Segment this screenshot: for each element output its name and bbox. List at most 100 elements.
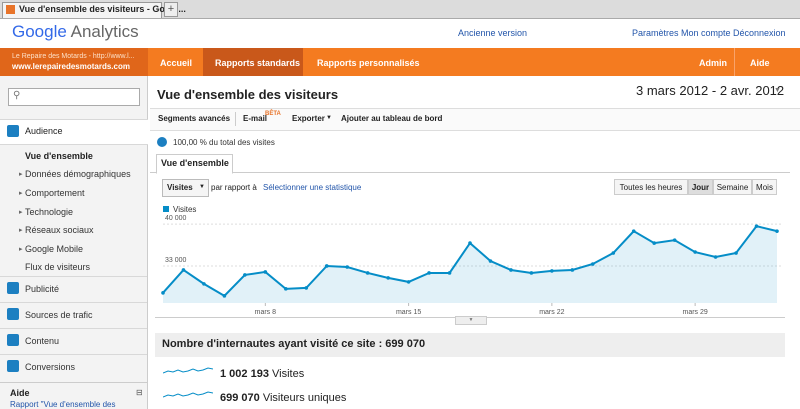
y-tick-label: 33 000 xyxy=(165,257,187,264)
point xyxy=(672,238,677,242)
sidebar-section[interactable]: Conversions xyxy=(0,354,147,380)
point xyxy=(406,280,411,284)
select-metric-link[interactable]: Sélectionner une statistique xyxy=(263,183,362,192)
x-tick-label: mars 8 xyxy=(255,309,276,316)
search-box[interactable] xyxy=(8,88,140,106)
audience-row[interactable] xyxy=(0,119,148,145)
browser-tab[interactable] xyxy=(2,2,162,18)
metric-label: Visiteurs uniques xyxy=(262,392,347,404)
point xyxy=(488,259,493,263)
help-toggle[interactable]: ⊟ xyxy=(136,388,143,397)
summary-metric: 699 070 Visiteurs uniques xyxy=(220,392,346,404)
granularity-button[interactable]: Mois xyxy=(752,179,777,195)
sidebar-section[interactable]: Contenu xyxy=(0,328,147,354)
sparkline xyxy=(163,391,213,398)
point xyxy=(529,271,534,275)
point xyxy=(181,268,186,272)
sidebar-item[interactable]: Comportement xyxy=(25,188,85,198)
nav-custom-reports[interactable]: Rapports personnalisés xyxy=(317,58,420,68)
section-label: Sources de trafic xyxy=(25,310,93,320)
section-label: Contenu xyxy=(25,336,60,346)
active-tab-bg xyxy=(203,48,303,76)
account-site: www.lerepairedesmotards.com xyxy=(12,62,130,71)
chart-resize-handle[interactable]: ▼ xyxy=(455,316,487,325)
account-name: Le Repaire des Motards - http://www.l... xyxy=(12,53,135,60)
export-arrow: ▼ xyxy=(326,115,332,121)
metric-value: 699 070 xyxy=(220,392,260,404)
date-dropdown[interactable]: ▼ xyxy=(774,87,781,94)
nav-separator xyxy=(734,48,735,76)
x-tick-label: mars 22 xyxy=(539,309,564,316)
favicon xyxy=(6,5,15,14)
settings-link[interactable]: Paramètres xyxy=(632,28,679,38)
x-tick-label: mars 15 xyxy=(396,309,421,316)
logout-link[interactable]: Déconnexion xyxy=(733,28,786,38)
point xyxy=(427,271,431,275)
toolbar-segments[interactable]: Segments avancés xyxy=(158,114,231,123)
help-divider xyxy=(0,382,147,383)
sidebar-item[interactable]: Google Mobile xyxy=(25,244,84,254)
point xyxy=(509,268,513,272)
point xyxy=(243,273,247,277)
y-tick-label: 40 000 xyxy=(165,215,187,222)
x-tick-label: mars 29 xyxy=(682,309,707,316)
point xyxy=(263,270,268,274)
date-range[interactable]: 3 mars 2012 - 2 avr. 2012 xyxy=(636,83,785,98)
new-tab[interactable]: + xyxy=(164,2,178,17)
sidebar-section[interactable]: Publicité xyxy=(0,276,147,302)
point xyxy=(775,229,779,233)
help-link[interactable]: Rapport "Vue d'ensemble des xyxy=(10,400,116,409)
expand-arrow: ▸ xyxy=(19,227,23,234)
point xyxy=(734,251,738,255)
old-version-link[interactable]: Ancienne version xyxy=(458,28,528,38)
point xyxy=(713,255,718,259)
segment-label: 100,00 % du total des visites xyxy=(173,138,275,147)
expand-arrow: ▸ xyxy=(19,209,23,216)
point xyxy=(324,264,329,268)
sidebar-item[interactable]: Technologie xyxy=(25,207,74,217)
point xyxy=(365,271,370,275)
point xyxy=(222,294,227,298)
logo: Google Analytics xyxy=(12,22,139,42)
point xyxy=(202,282,206,286)
nav-standard-reports[interactable]: Rapports standards xyxy=(215,58,301,68)
beta-badge: BÊTA xyxy=(265,111,281,117)
toolbar xyxy=(150,108,800,131)
metric-label: Visites xyxy=(272,368,305,380)
toolbar-email[interactable]: E-mail xyxy=(243,114,268,123)
sparklines xyxy=(163,367,213,398)
point xyxy=(386,276,390,280)
report-title: Vue d'ensemble des visiteurs xyxy=(157,87,339,102)
report-tab[interactable] xyxy=(156,154,233,174)
help-title: Aide xyxy=(10,388,30,398)
area-fill xyxy=(163,226,777,303)
point xyxy=(447,271,452,275)
section-label: Conversions xyxy=(25,362,76,372)
toolbar-export[interactable]: Exporter xyxy=(292,114,325,123)
account-selector[interactable] xyxy=(0,48,148,76)
sidebar-item[interactable]: Vue d'ensemble xyxy=(25,151,93,161)
point xyxy=(284,287,288,291)
point xyxy=(631,229,636,233)
nav-admin[interactable]: Admin xyxy=(699,58,727,68)
chart: 33 000 40 000 mars 8 mars 15 mars 22 mars 29 V… xyxy=(161,205,781,316)
account-link[interactable]: Mon compte xyxy=(681,28,731,38)
sidebar-item[interactable]: Flux de visiteurs xyxy=(25,262,91,272)
nav-home[interactable]: Accueil xyxy=(160,58,193,68)
expand-arrow: ▸ xyxy=(19,190,23,197)
granularity-button[interactable]: Semaine xyxy=(713,179,752,195)
sidebar-section[interactable]: Sources de trafic xyxy=(0,302,147,328)
tab-title: Vue d'ensemble des visiteurs - Googl... xyxy=(19,4,186,14)
legend-swatch xyxy=(163,206,169,212)
metric-label: Visites xyxy=(167,183,193,192)
sidebar-item[interactable]: Réseaux sociaux xyxy=(25,225,94,235)
nav-help[interactable]: Aide xyxy=(750,58,770,68)
sidebar-item[interactable]: Données démographiques xyxy=(25,169,131,179)
granularity-button[interactable]: Toutes les heures xyxy=(614,179,688,195)
toolbar-dashboard[interactable]: Ajouter au tableau de bord xyxy=(341,114,443,123)
metric-dropdown[interactable] xyxy=(162,179,209,197)
section-label: Publicité xyxy=(25,284,60,294)
granularity-button-selected[interactable]: Jour xyxy=(688,179,713,195)
summary-metric: 1 002 193 Visites xyxy=(220,368,304,380)
